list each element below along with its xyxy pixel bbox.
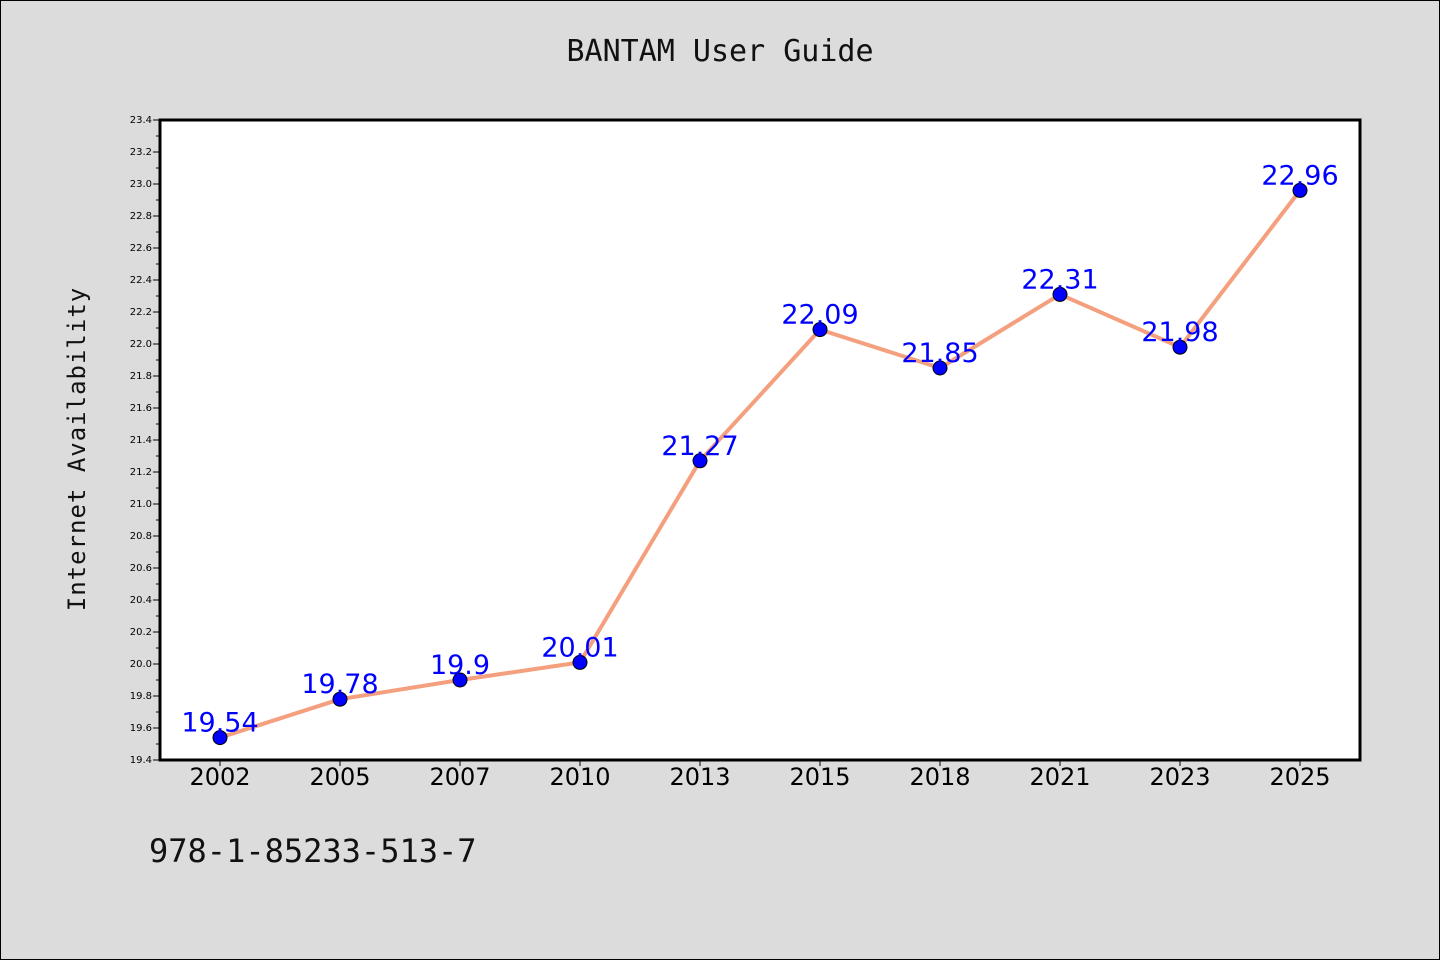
y-tick-label: 19.4 (130, 755, 152, 766)
x-tick-label: 2002 (189, 763, 250, 791)
x-tick-label: 2021 (1029, 763, 1090, 791)
data-label: 19.78 (301, 669, 378, 700)
isbn-code: 978-1-85233-513-7 (149, 832, 477, 870)
data-point (212, 730, 228, 746)
data-point (332, 691, 348, 707)
y-tick-label: 23.4 (130, 115, 152, 126)
data-label: 22.96 (1261, 160, 1338, 191)
y-tick-label: 22.8 (130, 211, 152, 222)
data-markers (212, 182, 1308, 746)
y-tick-label: 20.6 (130, 563, 152, 574)
y-axis: 19.4 19.6 19.8 20.0 20.2 20.4 20.6 20.8 21.0 21.2… (130, 115, 160, 766)
data-labels: 19.54 19.78 19.9 20.01 21.27 22.09 21.85 22.31 2… (181, 160, 1338, 738)
x-tick-label: 2025 (1269, 763, 1330, 791)
y-tick-label: 22.4 (130, 275, 152, 286)
y-tick-label: 21.8 (130, 371, 152, 382)
data-point (1292, 182, 1308, 198)
y-tick-label: 19.8 (130, 691, 152, 702)
plot-area (160, 120, 1360, 760)
y-tick-label: 23.0 (130, 179, 152, 190)
series-line (219, 189, 1302, 740)
plot-border (158, 118, 1362, 762)
data-label: 22.09 (781, 300, 858, 331)
data-label: 19.9 (430, 650, 490, 681)
y-tick-label: 20.2 (130, 627, 152, 638)
x-tick-label: 2010 (549, 763, 610, 791)
y-tick-label: 21.6 (130, 403, 152, 414)
data-label: 21.27 (661, 431, 738, 462)
x-tick-label: 2007 (429, 763, 490, 791)
data-point (932, 360, 948, 376)
data-label: 21.85 (901, 338, 978, 369)
y-tick-label: 22.6 (130, 243, 152, 254)
y-tick-label: 22.2 (130, 307, 152, 318)
data-point (692, 453, 708, 469)
x-tick-label: 2023 (1149, 763, 1210, 791)
y-tick-label: 21.2 (130, 467, 152, 478)
x-tick-label: 2018 (909, 763, 970, 791)
data-label: 22.31 (1021, 264, 1098, 295)
chart-title: BANTAM User Guide (566, 34, 874, 69)
y-tick-label: 20.4 (130, 595, 152, 606)
x-tick-label: 2013 (669, 763, 730, 791)
x-axis: 2002 2005 2007 2010 2013 2015 2018 2021 2023 2025 (189, 760, 1331, 791)
data-point (1052, 286, 1068, 302)
x-tick-label: 2005 (309, 763, 370, 791)
data-label: 21.98 (1141, 317, 1218, 348)
data-point (452, 672, 468, 688)
y-tick-label: 20.8 (130, 531, 152, 542)
y-tick-label: 20.0 (130, 659, 152, 670)
y-tick-label: 22.0 (130, 339, 152, 350)
y-tick-label: 21.4 (130, 435, 152, 446)
data-point (1172, 339, 1188, 355)
y-tick-label: 21.0 (130, 499, 152, 510)
y-tick-label: 23.2 (130, 147, 152, 158)
data-label: 19.54 (181, 708, 258, 739)
data-label: 20.01 (541, 632, 618, 663)
data-point (572, 654, 588, 670)
x-tick-label: 2015 (789, 763, 850, 791)
data-point (812, 322, 828, 338)
y-tick-label: 19.6 (130, 723, 152, 734)
